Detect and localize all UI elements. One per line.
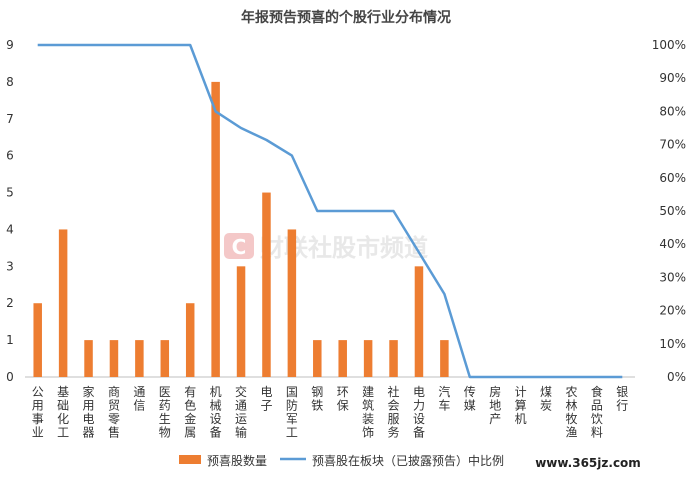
y-left-tick-label: 2 (6, 296, 14, 310)
y-left-tick-label: 5 (6, 186, 14, 200)
bar (414, 266, 424, 377)
bar (389, 340, 398, 377)
bar (135, 340, 144, 377)
watermark: C 财联社股市频道 (224, 233, 428, 262)
category-label: 公用事业 (32, 385, 44, 440)
category-label: 社会服务 (388, 384, 400, 440)
category-label: 交通运输 (235, 384, 247, 440)
y-left-tick-label: 0 (6, 370, 14, 384)
chart-title: 年报预告预喜的个股行业分布情况 (241, 9, 451, 26)
category-label: 国防军工 (286, 385, 298, 440)
category-label: 基础化工 (57, 385, 69, 440)
y-right-tick-label: 20% (659, 304, 686, 318)
y-left-tick-label: 8 (6, 75, 14, 89)
y-right-tick-label: 90% (659, 71, 686, 85)
bar (287, 229, 297, 377)
category-label: 房地产 (489, 384, 501, 426)
category-label: 机械设备 (210, 385, 222, 440)
legend-label-line: 预喜股在板块（已披露预告）中比例 (312, 453, 504, 468)
bar (440, 340, 449, 377)
category-label: 商贸零售 (108, 384, 120, 440)
y-right-tick-label: 100% (652, 38, 686, 52)
bar (262, 192, 271, 377)
bar (185, 303, 195, 377)
y-right-tick-label: 0% (667, 370, 686, 384)
category-label: 钢铁 (311, 385, 323, 413)
category-label: 电子 (260, 385, 272, 413)
category-label: 电力设备 (413, 385, 425, 440)
legend: 预喜股数量 预喜股在板块（已披露预告）中比例 (179, 453, 504, 468)
watermark-logo-icon (224, 233, 254, 259)
y-right-tick-label: 60% (659, 171, 686, 185)
series-line (37, 43, 623, 379)
legend-label-bar: 预喜股数量 (207, 453, 267, 468)
watermark-text: 财联社股市频道 (260, 234, 428, 262)
bar (160, 340, 170, 377)
y-left-tick-label: 9 (6, 38, 14, 52)
category-label: 有色金属 (184, 385, 196, 440)
bar (33, 303, 42, 377)
category-label: 建筑装饰 (362, 385, 374, 440)
y-left-tick-label: 4 (6, 222, 14, 236)
legend-swatch-bar (179, 455, 201, 464)
category-label: 煤炭 (540, 385, 552, 413)
y-right-tick-label: 10% (659, 337, 686, 351)
bar (313, 340, 322, 377)
y-right-tick-label: 30% (659, 270, 686, 284)
y-right-tick-label: 50% (659, 204, 686, 218)
y-left-tick-label: 3 (6, 259, 14, 273)
bar (363, 340, 373, 377)
y-right-tick-label: 40% (659, 237, 686, 251)
category-label: 汽车 (438, 384, 450, 413)
category-label: 食品饮料 (591, 384, 603, 440)
bar (236, 266, 246, 377)
bar (109, 340, 119, 377)
y-left-tick-label: 6 (6, 149, 14, 163)
category-label: 环保 (337, 385, 349, 413)
y-right-tick-label: 70% (659, 138, 686, 152)
category-label: 农林牧渔 (565, 385, 577, 440)
bar (84, 340, 93, 377)
category-label: 家用电器 (83, 384, 95, 440)
bar (338, 340, 347, 377)
y-right-tick-label: 80% (659, 104, 686, 118)
bar (58, 229, 68, 377)
category-label: 医药生物 (159, 385, 171, 440)
category-label: 通信 (133, 385, 145, 413)
bar (211, 81, 220, 377)
category-label: 计算机 (515, 385, 527, 426)
category-label: 银行 (616, 385, 628, 413)
watermark-logo-letter: C (232, 235, 247, 259)
y-left-tick-label: 7 (6, 112, 14, 126)
site-label: www.365jz.com (535, 456, 641, 470)
y-left-tick-label: 1 (6, 333, 14, 347)
category-label: 传媒 (464, 384, 476, 413)
